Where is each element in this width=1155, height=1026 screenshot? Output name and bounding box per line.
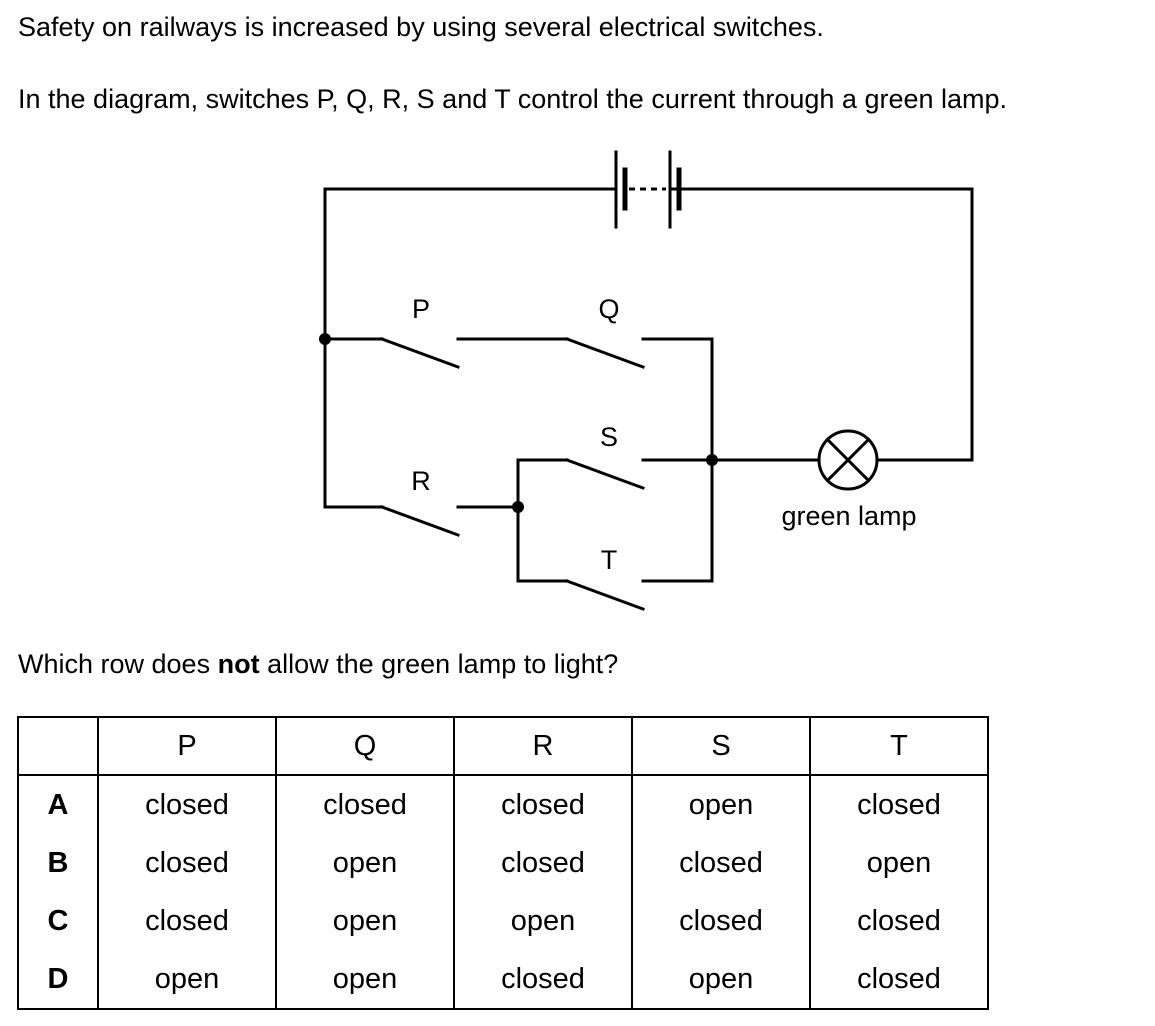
label-green-lamp: green lamp <box>781 501 916 531</box>
table-cell: closed <box>98 775 277 834</box>
table-cell: open <box>632 950 811 1010</box>
switch-r-blade <box>380 505 460 537</box>
table-cell: open <box>810 834 989 892</box>
header-cell-t: T <box>810 716 989 776</box>
table-cell: closed <box>454 775 633 834</box>
header-cell-q: Q <box>276 716 455 776</box>
table-row[interactable]: B closed open closed closed open <box>17 834 989 892</box>
table-row[interactable]: C closed open open closed closed <box>17 892 989 950</box>
row-option-label: B <box>17 834 99 892</box>
question-emphasis: not <box>217 649 260 679</box>
label-switch-p: P <box>412 294 430 324</box>
table-cell: closed <box>632 834 811 892</box>
table-cell: closed <box>810 950 989 1010</box>
table-row[interactable]: D open open closed open closed <box>17 950 989 1010</box>
label-switch-t: T <box>601 545 618 575</box>
table-cell: closed <box>276 775 455 834</box>
table-cell: open <box>632 775 811 834</box>
header-cell-r: R <box>454 716 633 776</box>
question-before: Which row does <box>18 649 218 679</box>
label-switch-s: S <box>600 422 618 452</box>
header-cell-blank <box>17 716 99 776</box>
row-option-label: C <box>17 892 99 950</box>
question-text: Which row does not allow the green lamp … <box>18 648 618 680</box>
switch-q-blade <box>565 337 645 369</box>
table-cell: closed <box>810 892 989 950</box>
junction-dot <box>706 454 718 466</box>
table-cell: closed <box>98 892 277 950</box>
lamp-symbol <box>817 429 879 491</box>
switch-p-blade <box>380 337 460 369</box>
junction-dot <box>512 501 524 513</box>
table-cell: open <box>454 892 633 950</box>
label-switch-q: Q <box>598 294 619 324</box>
label-switch-r: R <box>411 466 431 496</box>
table-cell: closed <box>454 950 633 1010</box>
table-cell: open <box>276 950 455 1010</box>
row-option-label: D <box>17 950 99 1010</box>
table-cell: open <box>98 950 277 1010</box>
header-cell-p: P <box>98 716 277 776</box>
junction-dot <box>319 333 331 345</box>
switch-t-blade <box>565 579 645 611</box>
table-cell: open <box>276 892 455 950</box>
question-after: allow the green lamp to light? <box>259 649 619 679</box>
intro-line-1: Safety on railways is increased by using… <box>18 12 824 42</box>
switch-s-blade <box>565 458 645 490</box>
table-cell: closed <box>454 834 633 892</box>
table-row[interactable]: A closed closed closed open closed <box>17 775 989 834</box>
answer-table: P Q R S T A closed closed closed open cl… <box>17 716 989 1010</box>
table-header-row: P Q R S T <box>17 716 989 776</box>
table-cell: closed <box>810 775 989 834</box>
row-option-label: A <box>17 775 99 834</box>
header-cell-s: S <box>632 716 811 776</box>
table-cell: closed <box>98 834 277 892</box>
table-cell: open <box>276 834 455 892</box>
circuit-diagram: P Q S R T green lamp <box>319 150 974 611</box>
table-cell: closed <box>632 892 811 950</box>
lamp-cross-2 <box>825 437 871 483</box>
intro-line-2: In the diagram, switches P, Q, R, S and … <box>18 84 1008 114</box>
